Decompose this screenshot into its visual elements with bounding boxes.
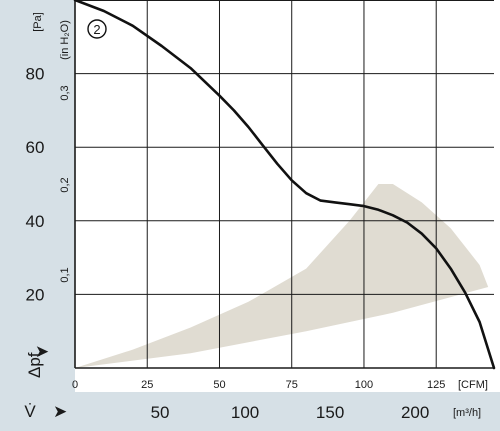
x-tick-cfm: 0: [72, 379, 78, 391]
y-tick-inh2o: 0,1: [59, 267, 71, 282]
x-unit-m3h: [m³/h]: [453, 407, 481, 419]
x-tick-cfm: 125: [427, 379, 445, 391]
y-tick-pa: 40: [26, 212, 45, 231]
y-axis-inh2o-ticks: 0,1 0,2 0,3: [59, 85, 71, 282]
x-axis-symbol: V̇: [24, 402, 36, 421]
y-tick-pa: 60: [26, 138, 45, 157]
x-tick-m3h: 200: [401, 403, 429, 422]
x-unit-cfm: [CFM]: [458, 379, 488, 391]
y-tick-inh2o: 0,2: [59, 177, 71, 192]
y-unit-inh2o: (in H₂O): [59, 20, 71, 60]
x-axis-arrow: ➤: [53, 402, 67, 421]
x-tick-cfm: 75: [286, 379, 298, 391]
y-tick-pa: 80: [26, 65, 45, 84]
x-tick-cfm: 25: [141, 379, 153, 391]
y-unit-pa: [Pa]: [32, 12, 44, 32]
x-tick-m3h: 50: [151, 403, 170, 422]
fan-curve: [73, 0, 496, 370]
bottom-panel: [0, 392, 500, 431]
y-axis-symbol: Δpf: [25, 352, 44, 378]
y-tick-pa: 20: [26, 285, 45, 304]
curve-label-circle: [87, 19, 107, 39]
y-tick-inh2o: 0,3: [59, 85, 71, 100]
x-tick-cfm: 100: [355, 379, 373, 391]
curve-layer: [73, 0, 496, 370]
x-tick-cfm: 50: [213, 379, 225, 391]
operating-region: [75, 184, 489, 368]
left-panel: [0, 0, 75, 431]
x-axis-m3h-ticks: 50 100 150 200: [151, 403, 430, 422]
x-tick-m3h: 100: [231, 403, 259, 422]
operating-region-area: [75, 184, 489, 368]
x-tick-m3h: 150: [316, 403, 344, 422]
x-axis-cfm-ticks: 0 25 50 75 100 125: [72, 379, 445, 391]
y-axis-arrow: ➤: [35, 342, 49, 361]
curve-label: 2: [93, 22, 100, 37]
curve-label-marker: 2: [87, 19, 107, 39]
grid: [74, 0, 494, 369]
y-axis-pa-ticks: 20 40 60 80: [26, 65, 45, 305]
